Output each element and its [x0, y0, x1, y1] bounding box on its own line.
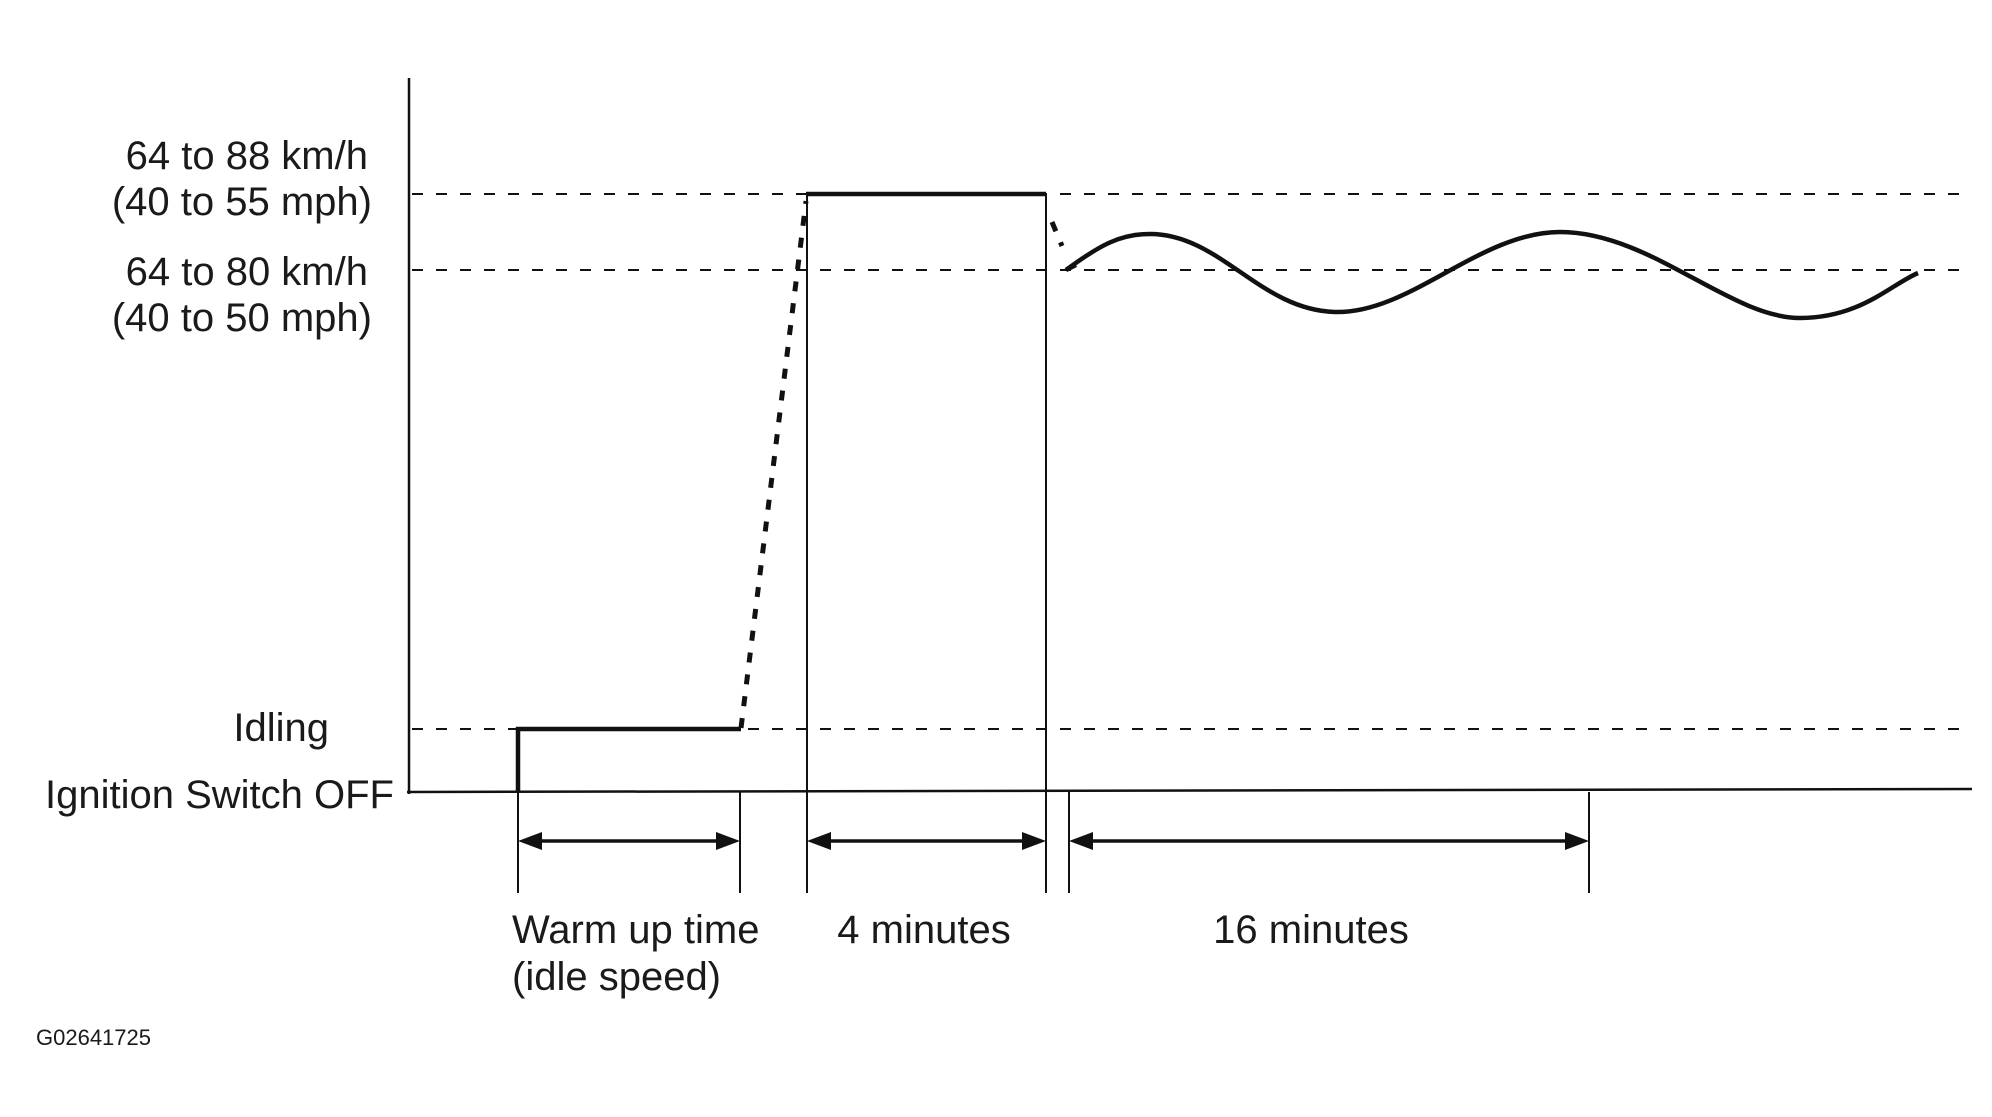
warmup-time-label: Warm up time: [512, 908, 759, 952]
four-minutes-label: 4 minutes: [837, 908, 1010, 952]
speed-fluctuation-curve: [1064, 229, 1919, 321]
horizontal-axis: [406, 787, 1973, 794]
upper-speed-label-mph: (40 to 55 mph): [112, 180, 372, 224]
upper-speed-label-kmh: 64 to 88 km/h: [126, 134, 368, 178]
four-minutes-interval-arrow: [807, 832, 1046, 850]
idle-segment: [515, 726, 741, 792]
sixteen-minutes-interval-arrow: [1069, 832, 1589, 850]
acceleration-segment: [738, 200, 809, 729]
figure-id: G02641725: [36, 1025, 151, 1050]
curve-start-tick: [1064, 262, 1078, 273]
lower-speed-label-mph: (40 to 50 mph): [112, 296, 372, 340]
ignition-off-label: Ignition Switch OFF: [45, 773, 394, 817]
deceleration-segment: [1049, 221, 1065, 247]
idling-label: Idling: [233, 706, 329, 750]
idle-speed-label: (idle speed): [512, 955, 721, 999]
lower-speed-label-kmh: 64 to 80 km/h: [126, 250, 368, 294]
warmup-interval-arrow: [518, 832, 740, 850]
sixteen-minutes-label: 16 minutes: [1213, 908, 1409, 952]
